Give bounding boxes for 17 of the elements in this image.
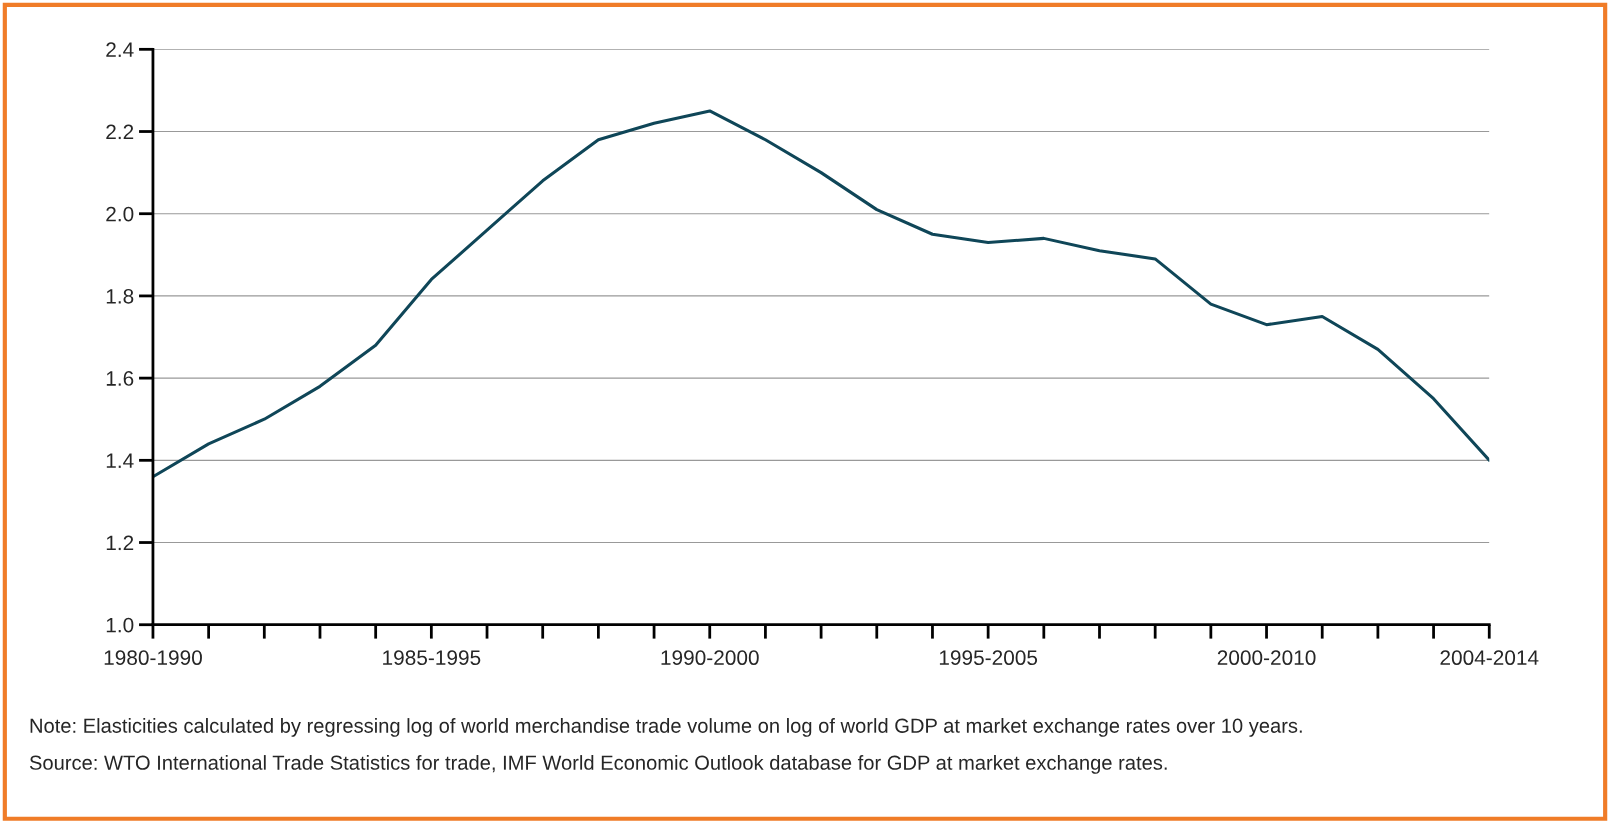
x-tick-label: 1990-2000 (661, 650, 759, 666)
x-tick-label: 1995-2005 (939, 650, 1038, 666)
x-tick-label: 2004-2014 (1440, 650, 1539, 666)
y-tick-label: 1.6 (106, 371, 134, 386)
x-tick-label: 2000-2010 (1217, 650, 1316, 666)
y-tick-label: 2.0 (106, 206, 134, 222)
y-tick-label: 1.4 (106, 453, 134, 468)
y-tick-label: 1.8 (106, 288, 134, 304)
x-tick-label: 1985-1995 (383, 650, 481, 666)
y-tick-label: 2.4 (106, 42, 134, 57)
line-series (152, 109, 1490, 479)
text: Note: Elasticities calculated by regressing log of world merchandise trade volume on log of world GDP at market exchange rates over 10 years. (30, 718, 1302, 737)
y-tick-label: 1.0 (106, 617, 134, 633)
y-tick-label: 1.2 (106, 535, 134, 551)
y-tick-label: 2.2 (106, 124, 134, 140)
x-tick-label: 1980-1990 (104, 650, 202, 666)
source-note: Source: WTO International Trade Statistics for trade, IMF World Economic Outlook database for GDP at market exchange rates. (29, 755, 1167, 774)
